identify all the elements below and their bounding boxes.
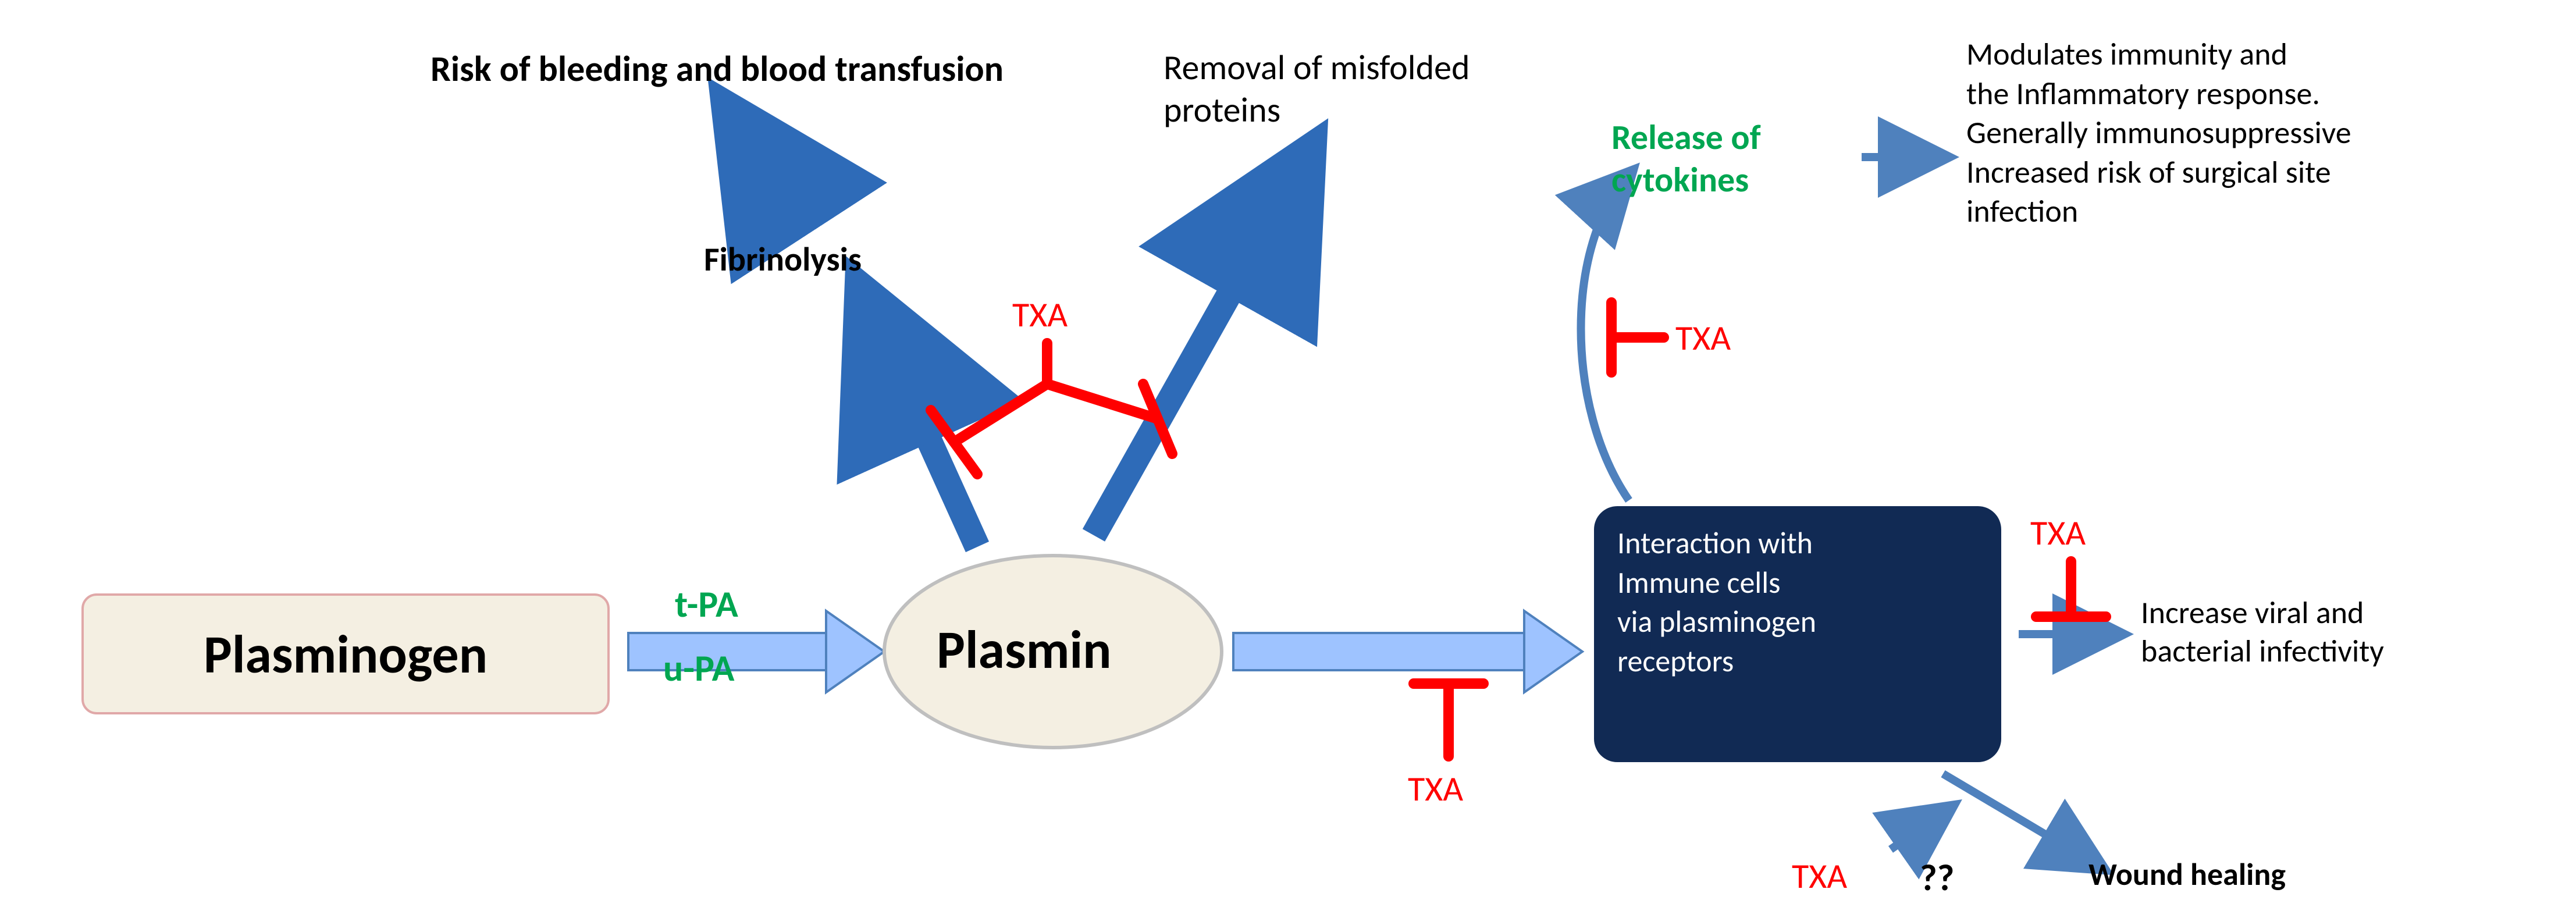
- arrow-txa-to-wound: [1891, 809, 1949, 849]
- txa-viral: TXA: [2030, 512, 2086, 554]
- label-fibrinolysis: Fibrinolysis: [704, 239, 862, 280]
- label-release: Release of cytokines: [1611, 116, 1761, 201]
- label-increase: Increase viral and bacterial infectivity: [2141, 593, 2384, 670]
- node-interaction-line4: receptors: [1617, 642, 1734, 681]
- node-interaction-line1: Interaction with: [1617, 524, 1813, 563]
- node-plasminogen-label: Plasminogen: [204, 621, 488, 687]
- txa-cytokines: TXA: [1675, 317, 1731, 360]
- arrow-plasmin-to-immune: [1233, 611, 1582, 692]
- diagram-stage: Plasminogen Plasmin Interaction with Imm…: [0, 0, 2576, 907]
- inhibit-cytokines: [1611, 303, 1664, 372]
- node-interaction-line3: via plasminogen: [1617, 602, 1816, 642]
- label-tpa: t-PA: [675, 582, 738, 627]
- txa-below-plasmin: TXA: [1408, 768, 1463, 810]
- label-upa: u-PA: [663, 646, 734, 691]
- node-plasmin-label: Plasmin: [937, 617, 1111, 682]
- node-interaction: Interaction with Immune cells via plasmi…: [1594, 506, 2001, 762]
- inhibit-below-plasmin: [1414, 684, 1483, 756]
- arrow-plasmin-to-fibrinolysis: [867, 303, 977, 547]
- arrow-plasmin-to-removal: [1094, 163, 1303, 535]
- node-interaction-line2: Immune cells: [1617, 563, 1781, 603]
- txa-wound: TXA: [1792, 855, 1847, 898]
- label-removal: Removal of misfolded proteins: [1164, 47, 1470, 131]
- txa-center: TXA: [1012, 294, 1068, 336]
- arrow-immune-to-wound: [1943, 774, 2100, 867]
- label-qq: ??: [1920, 855, 1954, 901]
- inhibit-viral: [2036, 561, 2106, 617]
- label-risk: Risk of bleeding and blood transfusion: [430, 47, 1004, 91]
- arrow-fibrinolysis-to-risk: [733, 116, 809, 233]
- label-wound: Wound healing: [2088, 855, 2286, 894]
- node-plasminogen: Plasminogen: [81, 593, 610, 714]
- label-modulates: Modulates immunity and the Inflammatory …: [1966, 35, 2351, 232]
